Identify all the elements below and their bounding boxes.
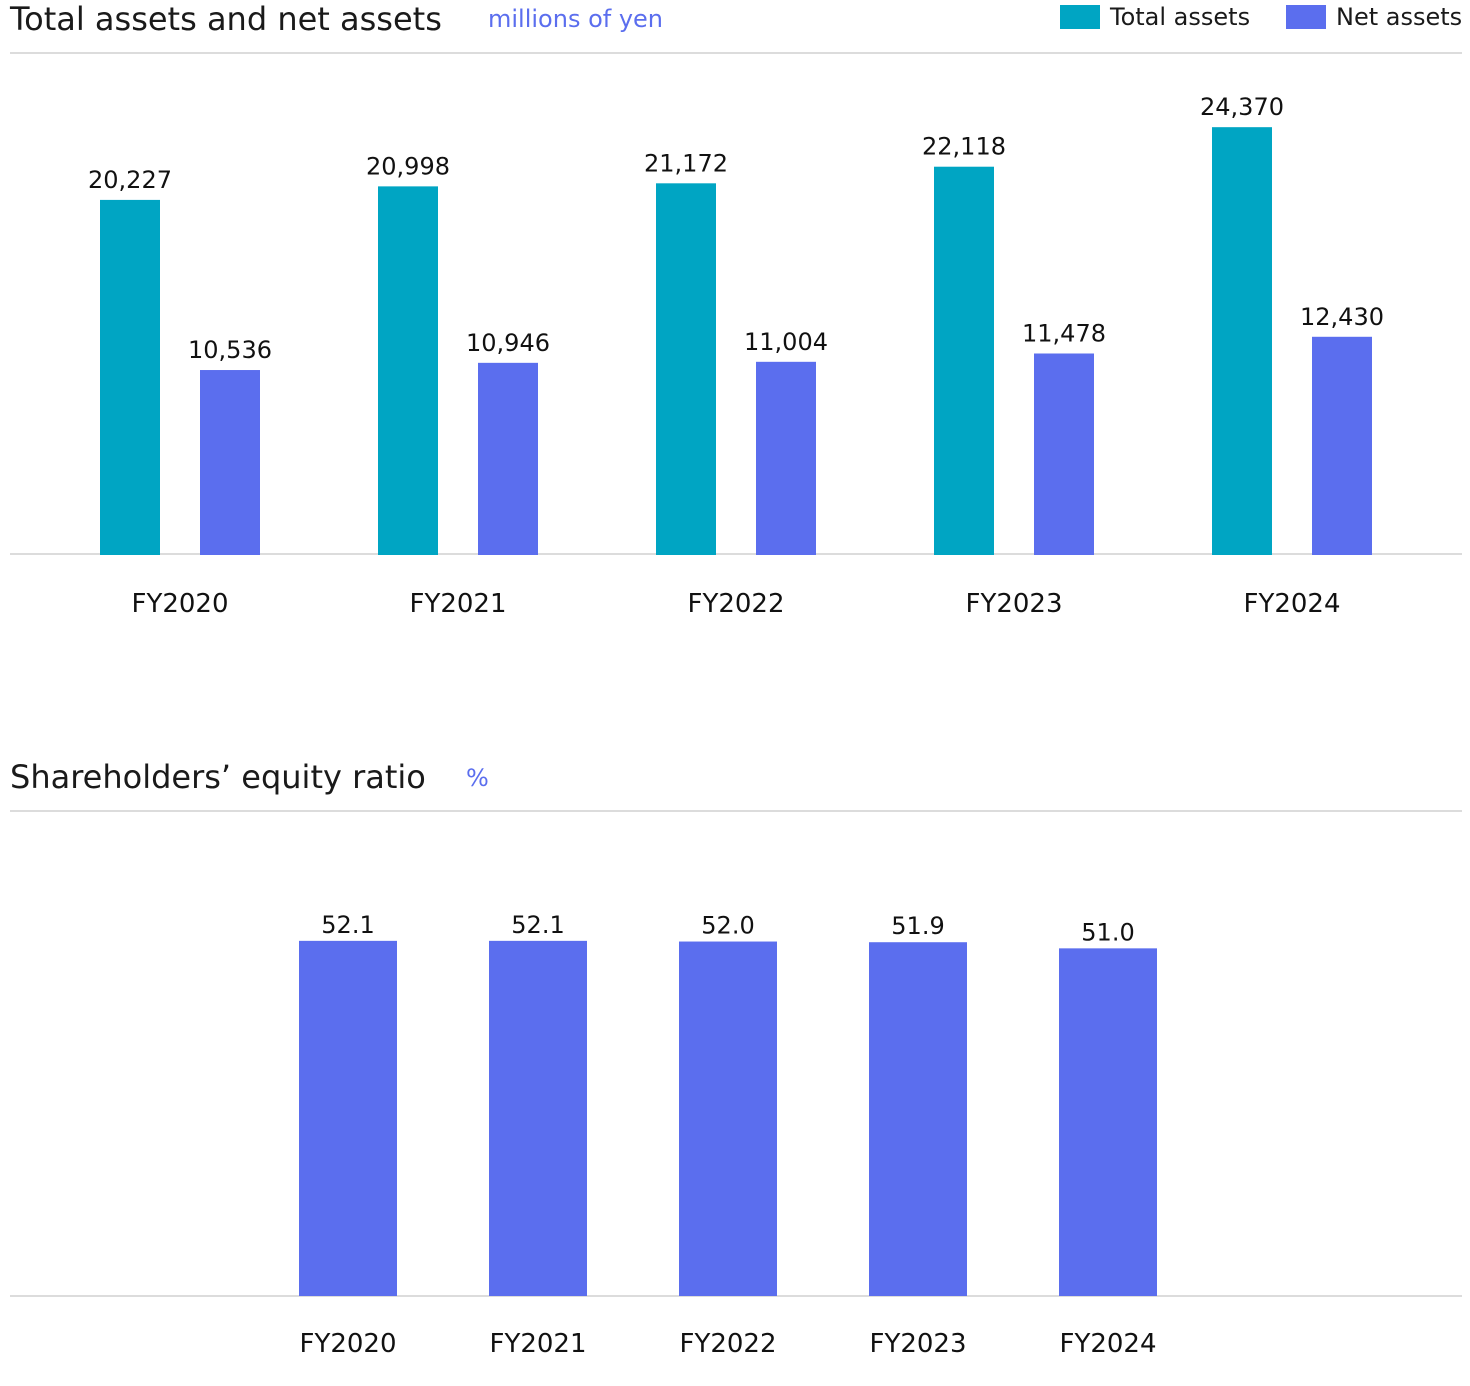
legend-label-total-assets: Total assets (1110, 3, 1251, 31)
x-tick-label-FY2021: FY2021 (489, 1329, 586, 1359)
legend-label-net-assets: Net assets (1336, 3, 1463, 31)
bar-equity-ratio-FY2023 (869, 942, 967, 1296)
legend-swatch-net-assets (1286, 5, 1326, 29)
data-label-net-assets-FY2021: 10,946 (466, 329, 550, 357)
chart2-title: Shareholders’ equity ratio (10, 758, 426, 796)
data-label-equity-ratio-FY2022: 52.0 (701, 912, 754, 940)
bar-total-assets-FY2020 (100, 199, 160, 555)
x-tick-label-FY2020: FY2020 (299, 1329, 396, 1359)
chart1-title: Total assets and net assets (10, 0, 442, 38)
data-label-equity-ratio-FY2024: 51.0 (1081, 918, 1134, 946)
data-label-total-assets-FY2024: 24,370 (1200, 93, 1284, 121)
x-tick-label-FY2023: FY2023 (965, 589, 1062, 619)
legend-item-net-assets: Net assets (1286, 3, 1462, 31)
data-label-equity-ratio-FY2020: 52.1 (321, 911, 374, 939)
x-tick-label-FY2021: FY2021 (409, 589, 506, 619)
bar-total-assets-FY2021 (378, 186, 438, 555)
chart2-unit: % (466, 764, 489, 792)
data-label-total-assets-FY2020: 20,227 (88, 166, 172, 194)
chart1-unit: millions of yen (488, 5, 664, 33)
bar-equity-ratio-FY2020 (299, 940, 397, 1296)
assets-bar-chart: 20,227 10,536 FY2020 20,998 10,946 FY2021 21,1… (10, 52, 1462, 619)
data-label-equity-ratio-FY2023: 51.9 (891, 912, 944, 940)
bar-net-assets-FY2020 (200, 370, 260, 555)
bar-net-assets-FY2023 (1034, 353, 1094, 555)
bar-equity-ratio-FY2024 (1059, 948, 1157, 1296)
data-label-net-assets-FY2020: 10,536 (188, 336, 272, 364)
data-label-total-assets-FY2023: 22,118 (922, 133, 1006, 161)
legend-swatch-total-assets (1060, 5, 1100, 29)
data-label-total-assets-FY2021: 20,998 (366, 152, 450, 180)
bar-total-assets-FY2024 (1212, 127, 1272, 555)
legend-item-total-assets: Total assets (1060, 3, 1250, 31)
x-tick-label-FY2024: FY2024 (1243, 589, 1340, 619)
bar-total-assets-FY2023 (934, 166, 994, 555)
data-label-equity-ratio-FY2021: 52.1 (511, 911, 564, 939)
data-label-total-assets-FY2022: 21,172 (644, 149, 728, 177)
bar-equity-ratio-FY2022 (679, 941, 777, 1296)
data-label-net-assets-FY2022: 11,004 (744, 328, 828, 356)
data-label-net-assets-FY2024: 12,430 (1300, 303, 1384, 331)
bar-equity-ratio-FY2021 (489, 940, 587, 1296)
x-tick-label-FY2024: FY2024 (1059, 1329, 1156, 1359)
x-tick-label-FY2023: FY2023 (869, 1329, 966, 1359)
bar-net-assets-FY2024 (1312, 336, 1372, 555)
bar-net-assets-FY2022 (756, 361, 816, 555)
data-label-net-assets-FY2023: 11,478 (1022, 319, 1106, 347)
x-tick-label-FY2022: FY2022 (679, 1329, 776, 1359)
x-tick-label-FY2022: FY2022 (687, 589, 784, 619)
bar-total-assets-FY2022 (656, 183, 716, 555)
x-tick-label-FY2020: FY2020 (131, 589, 228, 619)
bar-net-assets-FY2021 (478, 362, 538, 555)
